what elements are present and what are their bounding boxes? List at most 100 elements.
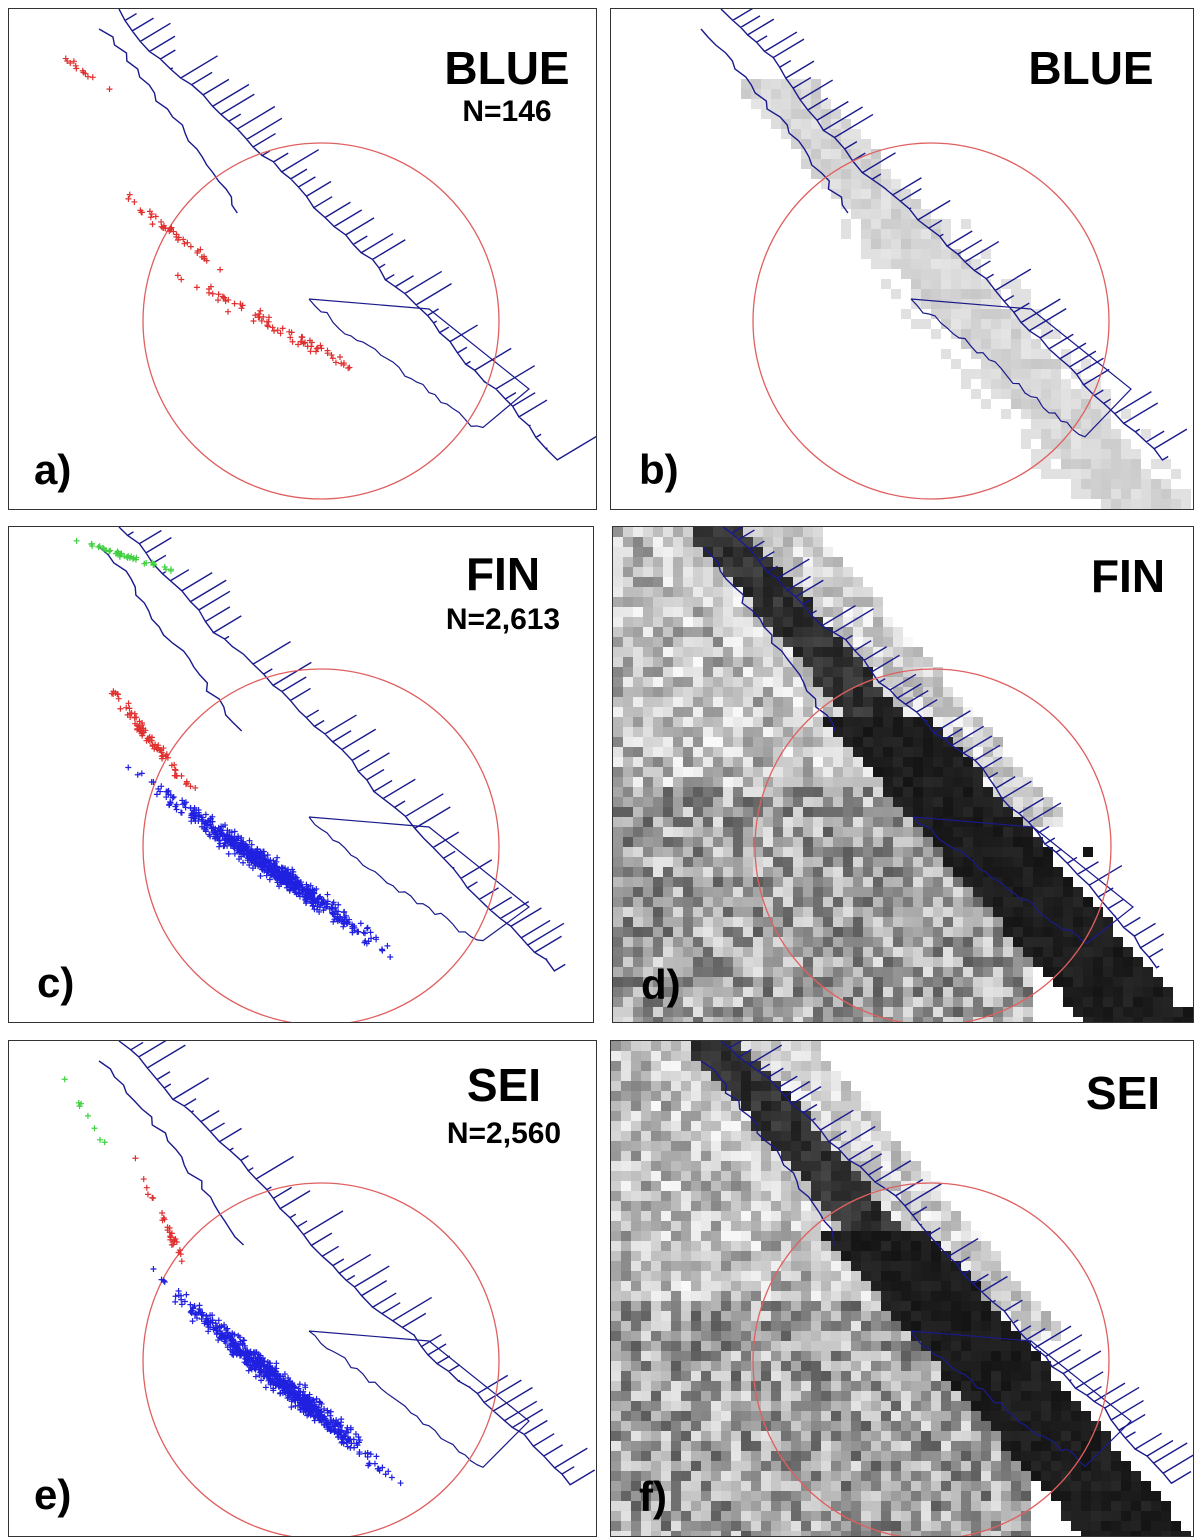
density-cell <box>833 597 843 607</box>
density-cell <box>741 1261 751 1271</box>
density-cell <box>641 1161 651 1171</box>
density-cell <box>683 537 693 547</box>
density-cell <box>653 687 663 697</box>
density-cell <box>743 727 753 737</box>
density-cell <box>701 1291 711 1301</box>
sighting <box>286 874 293 881</box>
density-cell <box>673 977 683 987</box>
density-cell <box>753 917 763 927</box>
density-cell <box>691 1141 701 1151</box>
density-cell <box>993 857 1003 867</box>
density-cell <box>793 987 803 997</box>
density-cell <box>641 1081 651 1091</box>
density-cell <box>1091 459 1101 469</box>
density-cell <box>731 1041 741 1051</box>
sighting <box>378 946 385 953</box>
density-cell <box>973 737 983 747</box>
density-cell <box>633 777 643 787</box>
sighting <box>388 1474 395 1481</box>
density-cell <box>663 817 673 827</box>
density-cell <box>803 967 813 977</box>
density-cell <box>961 369 971 379</box>
density-cell <box>1101 489 1111 499</box>
density-cell <box>683 857 693 867</box>
density-cell <box>623 1007 633 1017</box>
density-cell <box>751 1071 761 1081</box>
density-cell <box>683 627 693 637</box>
density-cell <box>773 787 783 797</box>
density-cell <box>681 1111 691 1121</box>
sighting <box>318 1414 325 1421</box>
density-cell <box>1063 897 1073 907</box>
density-cell <box>731 1281 741 1291</box>
density-cell <box>983 977 993 987</box>
density-cell <box>613 587 623 597</box>
density-cell <box>653 607 663 617</box>
density-cell <box>623 667 633 677</box>
density-cell <box>983 757 993 767</box>
density-cell <box>681 1091 691 1101</box>
density-cell <box>853 727 863 737</box>
density-cell <box>1021 379 1031 389</box>
sighting <box>285 1375 292 1382</box>
density-cell <box>741 1501 751 1511</box>
density-cell <box>973 807 983 817</box>
density-cell <box>1001 309 1011 319</box>
density-cell <box>751 1081 761 1091</box>
sighting <box>264 1370 271 1377</box>
sighting <box>178 1301 185 1308</box>
density-cell <box>663 887 673 897</box>
density-cell <box>1013 897 1023 907</box>
density-cell <box>763 687 773 697</box>
density-cell <box>723 797 733 807</box>
sighting <box>177 809 184 816</box>
density-cell <box>733 757 743 767</box>
density-cell <box>813 927 823 937</box>
sighting <box>215 1317 222 1324</box>
density-cell <box>623 767 633 777</box>
density-cell <box>1091 409 1101 419</box>
density-cell <box>1121 439 1131 449</box>
density-cell <box>723 537 733 547</box>
density-cell <box>1043 967 1053 977</box>
density-cell <box>673 777 683 787</box>
density-cell <box>771 1281 781 1291</box>
density-cell <box>671 1121 681 1131</box>
density-cell <box>911 269 921 279</box>
density-cell <box>681 1231 691 1241</box>
density-cell <box>771 1511 781 1521</box>
density-cell <box>843 987 853 997</box>
density-cell <box>711 1141 721 1151</box>
density-cell <box>1071 409 1081 419</box>
density-cell <box>813 547 823 557</box>
density-cell <box>763 997 773 1007</box>
density-cell <box>933 807 943 817</box>
density-cell <box>711 1041 721 1051</box>
density-cell <box>863 767 873 777</box>
density-cell <box>1041 379 1051 389</box>
density-cell <box>701 1091 711 1101</box>
density-cell <box>661 1431 671 1441</box>
density-cell <box>633 577 643 587</box>
density-cell <box>721 1041 731 1051</box>
density-cell <box>1033 887 1043 897</box>
density-cell <box>773 967 783 977</box>
density-cell <box>1061 469 1071 479</box>
density-cell <box>701 1211 711 1221</box>
density-cell <box>651 1061 661 1071</box>
sighting <box>89 74 96 81</box>
density-cell <box>703 757 713 767</box>
density-cell <box>903 897 913 907</box>
density-cell <box>803 827 813 837</box>
density-cell <box>711 1121 721 1131</box>
density-cell <box>761 1191 771 1201</box>
density-cell <box>783 797 793 807</box>
density-cell <box>1101 419 1111 429</box>
density-cell <box>1091 489 1101 499</box>
density-cell <box>883 837 893 847</box>
sighting <box>231 834 238 841</box>
density-cell <box>663 1017 673 1022</box>
density-cell <box>621 1251 631 1261</box>
density-cell <box>693 677 703 687</box>
density-cell <box>663 767 673 777</box>
